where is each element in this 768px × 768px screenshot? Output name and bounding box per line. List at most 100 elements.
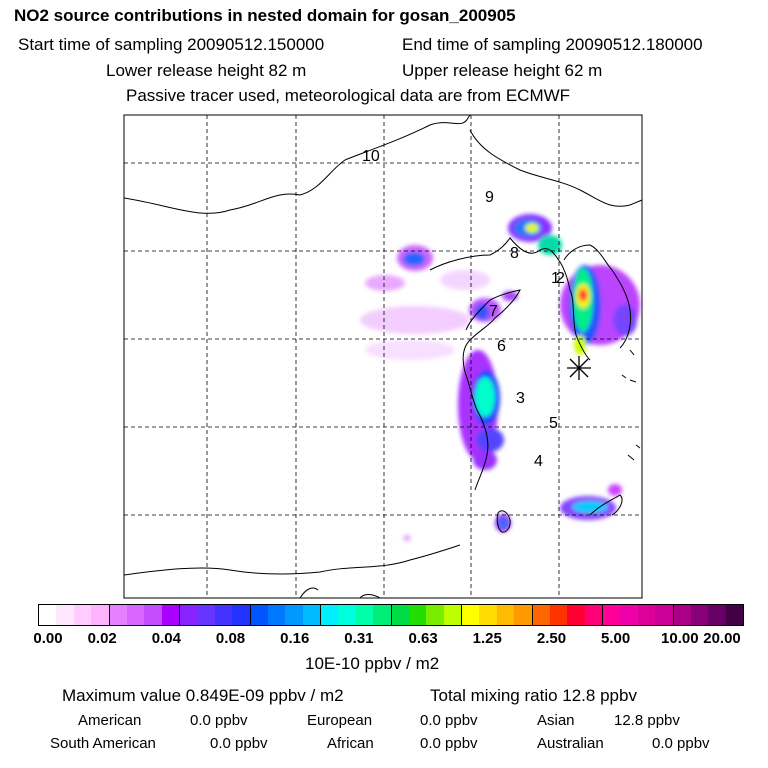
colorbar [38,604,744,626]
colorbar-units: 10E-10 ppbv / m2 [305,654,440,673]
colorbar-swatch [285,605,303,625]
colorbar-swatch [355,605,374,625]
region-value-african: 0.0 ppbv [420,735,478,752]
end-time: End time of sampling 20090512.180000 [402,35,703,54]
colorbar-swatch [725,605,743,625]
colorbar-swatch [426,605,444,625]
region-label-5: 5 [549,415,558,432]
region-value-european: 0.0 ppbv [420,712,478,729]
colorbar-swatch [514,605,533,625]
region-label-8: 8 [510,245,519,262]
colorbar-swatch [161,605,180,625]
colorbar-swatch [109,605,127,625]
region-value-american: 0.0 ppbv [190,712,248,729]
plume-layer [360,214,640,541]
colorbar-swatch [250,605,268,625]
plume-beijing-core [403,252,425,266]
colorbar-swatch [620,605,638,625]
plume-faint-sw [365,340,455,360]
region-label-9: 9 [485,189,494,206]
tracer-note: Passive tracer used, meteorological data… [126,86,571,105]
maximum-value: Maximum value 0.849E-09 ppbv / m2 [62,686,344,705]
plume-faint-west [360,306,470,334]
colorbar-tick-label: 10.00 [661,630,699,647]
region-name-european: European [307,712,373,729]
start-time: Start time of sampling 20090512.150000 [18,35,325,54]
colorbar-swatch [180,605,198,625]
region-label-6: 6 [497,338,506,355]
colorbar-swatch [673,605,691,625]
colorbar-tick-label: 0.08 [215,630,246,647]
colorbar-tick-label: 1.25 [472,630,502,647]
region-label-2: 2 [556,270,565,287]
colorbar-swatch [338,605,356,625]
plume-korea-red [579,289,587,301]
colorbar-swatch [232,605,251,625]
colorbar-swatch [690,605,709,625]
colorbar-swatch [549,605,568,625]
plume-dandong [538,235,562,255]
colorbar-swatch [479,605,497,625]
colorbar-swatch [532,605,550,625]
region-name-african: African [327,735,374,752]
grid [124,115,642,598]
region-label-7: 7 [489,303,498,320]
plume-kyushu-core [572,501,608,513]
region-name-american: American [78,712,142,729]
colorbar-swatch [56,605,74,625]
colorbar-swatch [496,605,515,625]
region-label-1: 1 [551,270,560,287]
colorbar-swatch [637,605,656,625]
receptor-star [567,356,591,380]
plume-coastal-core [475,377,495,417]
colorbar-swatch [267,605,286,625]
colorbar-swatch [373,605,392,625]
colorbar-swatch [462,605,480,625]
plume-taiwan-core [499,518,507,528]
plume-shandong-core [475,304,489,320]
region-value-south-american: 0.0 ppbv [210,735,268,752]
upper-release-height: Upper release height 62 m [402,61,603,80]
colorbar-swatch [603,605,621,625]
coastlines [123,114,643,599]
plume-coastal-lower [476,428,504,452]
map-title: NO2 source contributions in nested domai… [14,6,516,25]
colorbar-tick-label: 0.02 [87,630,117,647]
region-label-4: 4 [534,453,543,470]
plume-small-south [403,535,411,541]
colorbar-tick-label: 2.50 [536,630,567,647]
region-value-asian: 12.8 ppbv [614,712,680,729]
colorbar-tick-label: 0.31 [344,630,374,647]
total-mixing-ratio: Total mixing ratio 12.8 ppbv [430,686,637,705]
colorbar-tick-label: 0.04 [151,630,181,647]
colorbar-swatch [302,605,321,625]
colorbar-tick-label: 0.63 [408,630,438,647]
region-label-3: 3 [516,390,525,407]
colorbar-tick-label: 5.00 [601,630,631,647]
colorbar-swatch [197,605,215,625]
colorbar-swatch [708,605,726,625]
colorbar-swatch [391,605,409,625]
plume-liaodong-core [525,223,539,233]
colorbar-swatch [73,605,92,625]
plume-faint-nw [440,270,490,290]
colorbar-swatch [584,605,603,625]
colorbar-swatch [91,605,110,625]
colorbar-tick-label: 0.16 [280,630,310,647]
colorbar-swatch [144,605,162,625]
colorbar-swatch [126,605,145,625]
colorbar-swatch [443,605,462,625]
colorbar-swatch [39,605,57,625]
plume-faint-west2 [365,275,405,291]
region-name-australian: Australian [537,735,604,752]
colorbar-tick-label: 0.00 [33,630,63,647]
colorbar-tick-label: 20.00 [703,630,741,647]
region-label-10: 10 [362,148,380,165]
plume-coastal-south [473,450,497,470]
lower-release-height: Lower release height 82 m [106,61,307,80]
region-name-south-american: South American [50,735,156,752]
colorbar-swatch [214,605,233,625]
colorbar-swatch [408,605,427,625]
plume-korea-se [613,304,637,336]
